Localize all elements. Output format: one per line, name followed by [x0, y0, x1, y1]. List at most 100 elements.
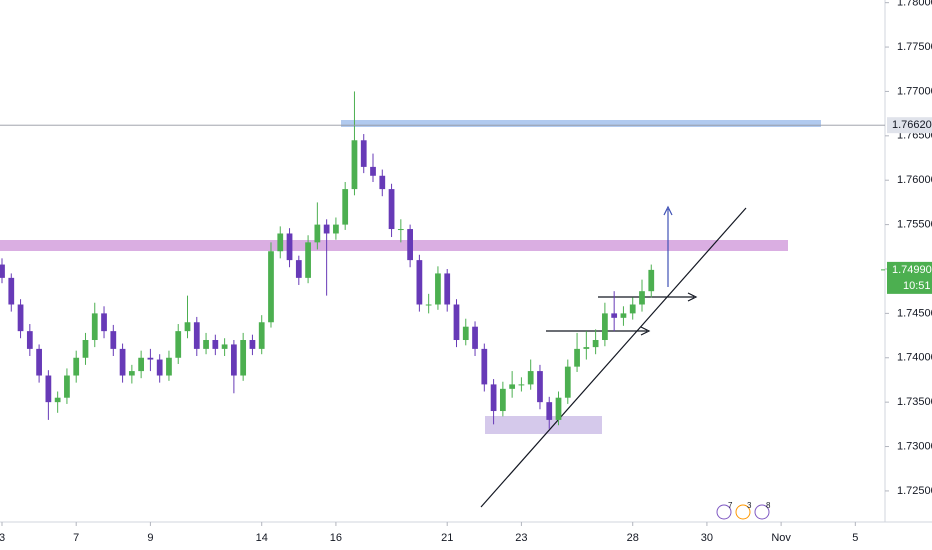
x-tick-label: 5	[852, 532, 858, 544]
x-tick-label: 9	[147, 532, 153, 544]
candle-body	[295, 260, 302, 278]
x-tick-label: 16	[330, 532, 342, 544]
last-price-label: 1.74990	[892, 264, 932, 276]
x-tick-label: 28	[627, 532, 639, 544]
candle-body	[546, 402, 553, 420]
candle-body	[17, 304, 24, 332]
y-tick-label: 1.72500	[897, 485, 932, 497]
candle-body	[314, 224, 321, 243]
candle-body	[564, 366, 571, 398]
candle-body	[425, 304, 432, 306]
candle-body	[36, 348, 42, 376]
candle-body	[574, 348, 580, 367]
candle-body	[435, 273, 441, 305]
candle-body	[639, 291, 645, 305]
level-label-box	[887, 117, 932, 134]
candle-body	[370, 166, 376, 176]
event-icon[interactable]	[754, 504, 770, 520]
candle-body	[73, 357, 80, 376]
candle-body	[509, 384, 516, 389]
arrow-head	[687, 292, 698, 302]
candle-body	[101, 313, 107, 332]
target-arrow-head	[663, 205, 673, 216]
candle-body	[193, 322, 200, 349]
candle-body	[351, 140, 358, 190]
candle-body	[360, 140, 367, 167]
candle-body	[527, 371, 534, 385]
candle-body	[583, 347, 590, 349]
candle-body	[620, 313, 627, 318]
candle-body	[128, 371, 135, 376]
y-tick-label: 1.74000	[897, 352, 932, 364]
candle-body	[388, 189, 395, 230]
last-price-box	[887, 261, 932, 294]
candle-body	[453, 304, 460, 341]
candle-body	[175, 331, 182, 358]
candle-body	[518, 384, 525, 386]
candle-body	[323, 224, 330, 234]
candle-body	[268, 251, 274, 323]
x-tick-label: 7	[73, 532, 79, 544]
x-tick-label: 3	[0, 532, 5, 544]
event-count: 7	[728, 501, 733, 510]
candle-body	[592, 340, 599, 348]
candles	[0, 91, 655, 429]
candle-body	[249, 340, 256, 349]
y-tick-label: 1.73500	[897, 396, 932, 408]
candle-body	[54, 397, 61, 403]
candle-body	[277, 233, 284, 252]
candle-body	[611, 313, 618, 318]
drawings	[0, 120, 821, 508]
candle-body	[379, 175, 386, 190]
candle-body	[342, 189, 349, 225]
candle-body	[305, 242, 311, 278]
candle-body	[156, 359, 163, 376]
candle-body	[648, 269, 655, 292]
x-tick-label: 21	[441, 532, 453, 544]
event-icon[interactable]	[716, 504, 732, 520]
candle-body	[203, 340, 209, 349]
candle-body	[82, 340, 89, 358]
top-zone	[341, 120, 821, 127]
candle-body	[231, 344, 237, 376]
y-tick-label: 1.76000	[897, 174, 932, 186]
candle-body	[444, 273, 451, 305]
candle-body	[416, 260, 423, 305]
candle-body	[333, 224, 339, 234]
candle-body	[45, 375, 52, 403]
y-tick-label: 1.74500	[897, 307, 932, 319]
x-tick-label: Nov	[771, 532, 791, 544]
x-tick-label: 30	[701, 532, 713, 544]
candle-body	[490, 384, 497, 412]
candle-body	[0, 264, 5, 278]
x-tick-label: 23	[515, 532, 527, 544]
y-tick-label: 1.73000	[897, 440, 932, 452]
y-tick-label: 1.75500	[897, 219, 932, 231]
x-tick-label: 14	[256, 532, 268, 544]
candle-body	[212, 340, 219, 349]
level-label: 1.76620	[892, 119, 932, 131]
candle-body	[481, 348, 488, 385]
y-tick-label: 1.77000	[897, 85, 932, 97]
candle-body	[240, 340, 247, 376]
candle-body	[462, 326, 469, 341]
candle-body	[110, 331, 117, 349]
event-count: 8	[766, 501, 771, 510]
candle-body	[26, 331, 33, 349]
candle-body	[166, 357, 172, 376]
candle-body	[221, 344, 228, 349]
candle-body	[629, 304, 636, 314]
candle-body	[286, 233, 293, 261]
candle-body	[147, 357, 154, 360]
candle-body	[537, 371, 543, 403]
candle-body	[64, 375, 70, 398]
candle-body	[184, 322, 191, 332]
event-icon[interactable]	[735, 504, 751, 520]
y-tick-label: 1.77500	[897, 41, 932, 53]
trend-line	[480, 207, 747, 508]
candle-body	[397, 229, 404, 231]
candle-body	[472, 326, 478, 349]
support-zone	[485, 416, 602, 434]
candle-body	[407, 229, 413, 261]
